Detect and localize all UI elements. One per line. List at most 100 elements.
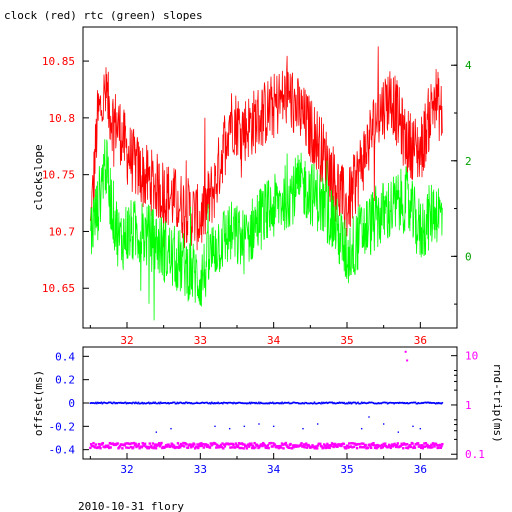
offset-point	[410, 401, 412, 404]
rnd-trip-point	[305, 442, 308, 445]
offset-point	[101, 402, 104, 405]
offset-point	[369, 401, 371, 404]
rnd-trip-point	[177, 446, 180, 449]
y-axis-label-right: rnd-trip(ms)	[491, 363, 504, 442]
rnd-trip-point	[167, 443, 170, 446]
rnd-trip-point	[89, 446, 92, 450]
offset-point	[232, 402, 234, 405]
offset-point	[249, 402, 252, 405]
offset-point	[315, 402, 318, 405]
rnd-trip-point	[440, 444, 443, 448]
offset-point	[429, 401, 432, 404]
offset-point	[279, 402, 282, 404]
y-right-tick-label: 1	[465, 399, 472, 412]
offset-point	[200, 402, 203, 404]
offset-point	[375, 402, 378, 405]
rnd-trip-point	[215, 446, 218, 449]
rnd-trip-point	[171, 443, 174, 446]
offset-point	[160, 402, 163, 405]
offset-point	[254, 402, 257, 405]
rnd-trip-point	[157, 442, 161, 445]
rnd-trip-point	[236, 444, 240, 448]
offset-point	[269, 401, 271, 404]
offset-point	[99, 402, 102, 404]
rnd-trip-point	[250, 442, 253, 445]
rnd-trip-point	[433, 445, 436, 448]
offset-point	[426, 401, 429, 404]
offset-point	[368, 401, 370, 404]
rnd-trip-point	[109, 446, 112, 449]
offset-point	[354, 401, 357, 404]
offset-point	[188, 401, 191, 404]
rnd-trip-point	[137, 442, 141, 446]
offset-point	[348, 402, 351, 405]
offset-point	[427, 401, 430, 404]
offset-point	[362, 401, 365, 404]
rnd-trip-point	[222, 443, 226, 446]
rnd-trip-point	[154, 447, 158, 450]
rnd-trip-point	[130, 442, 133, 445]
offset-point	[130, 402, 132, 404]
rnd-trip-point	[91, 444, 94, 448]
rnd-trip-point	[121, 447, 124, 450]
offset-point	[287, 401, 290, 404]
rnd-trip-point	[251, 444, 255, 448]
rnd-trip-point	[299, 443, 302, 446]
offset-point	[352, 401, 355, 404]
rnd-trip-point	[96, 446, 100, 449]
rnd-trip-point	[362, 442, 365, 445]
offset-point	[328, 401, 331, 404]
offset-point	[359, 402, 361, 405]
rnd-trip-point	[351, 446, 354, 449]
offset-point	[154, 401, 156, 404]
offset-point	[109, 401, 112, 404]
offset-outlier	[272, 425, 275, 428]
offset-point	[199, 402, 202, 404]
offset-point	[210, 401, 213, 404]
rnd-trip-point	[153, 445, 156, 448]
y-left-tick-label: 10.85	[42, 55, 75, 68]
y-left-tick-label: 0	[68, 397, 75, 410]
offset-point	[128, 402, 131, 404]
offset-point	[261, 402, 264, 405]
offset-outlier	[243, 425, 246, 428]
rnd-trip-point	[325, 444, 328, 448]
rnd-trip-point	[101, 442, 105, 445]
rnd-trip-point	[169, 444, 173, 448]
x-tick-label: 36	[414, 334, 427, 347]
rnd-trip-point	[150, 446, 154, 449]
offset-point	[357, 401, 359, 404]
offset-point	[146, 402, 149, 404]
offset-point	[346, 402, 348, 404]
x-tick-label: 34	[267, 334, 281, 347]
offset-point	[276, 402, 279, 404]
offset-point	[309, 402, 312, 404]
offset-point	[244, 402, 246, 405]
rnd-trip-point	[151, 442, 155, 445]
offset-point	[308, 402, 310, 405]
rnd-trip-point	[103, 445, 107, 449]
rnd-trip-point	[126, 442, 130, 445]
offset-point	[404, 402, 407, 405]
offset-point	[126, 402, 129, 404]
offset-point	[337, 402, 340, 405]
rnd-trip-point	[401, 443, 404, 447]
rnd-trip-point	[201, 443, 205, 446]
rnd-trip-point	[381, 446, 385, 449]
rnd-trip-point	[138, 447, 141, 450]
offset-point	[148, 402, 151, 405]
offset-point	[341, 401, 344, 404]
offset-point	[174, 402, 177, 405]
offset-point	[330, 401, 332, 404]
rnd-trip-point	[389, 446, 392, 450]
offset-outlier	[412, 425, 414, 428]
rnd-trip-point	[308, 445, 311, 448]
offset-point	[121, 402, 123, 404]
offset-point	[239, 401, 242, 404]
rnd-trip-point	[245, 447, 248, 450]
rnd-trip-point	[132, 441, 136, 445]
offset-point	[303, 402, 306, 405]
offset-point	[209, 402, 211, 404]
offset-outlier	[214, 425, 216, 428]
rnd-trip-point	[300, 442, 303, 445]
